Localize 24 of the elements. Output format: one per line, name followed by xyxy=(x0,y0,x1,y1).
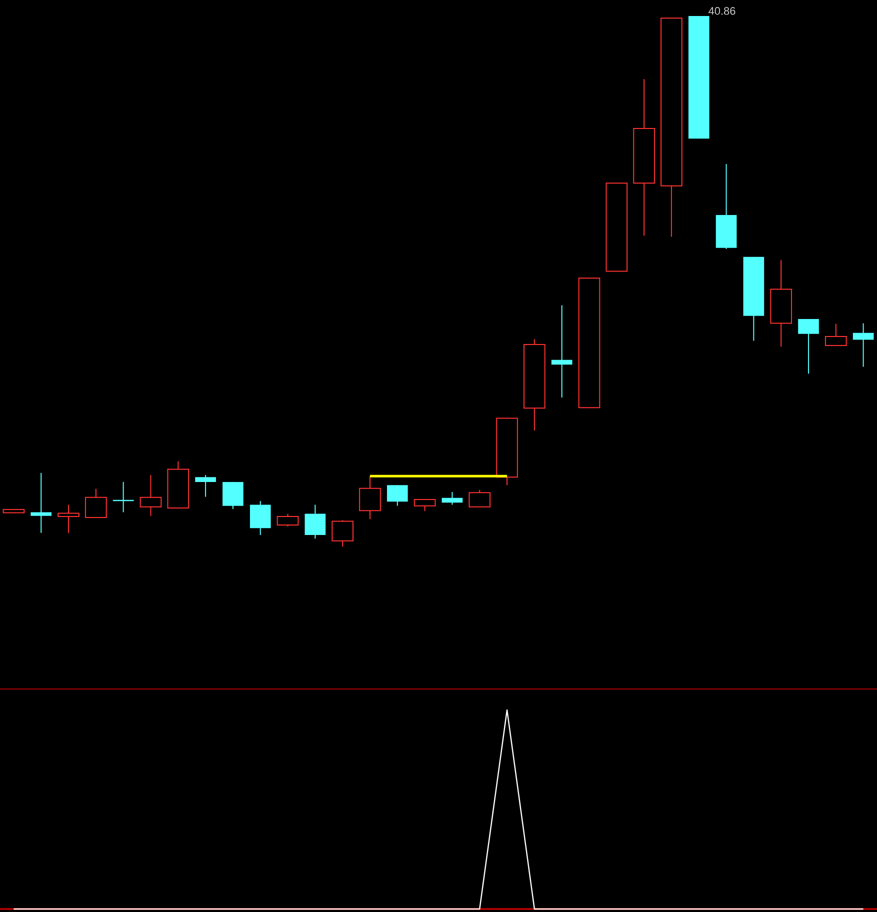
candlestick xyxy=(250,500,271,536)
candlestick xyxy=(222,481,244,510)
candlestick xyxy=(551,304,572,398)
candlestick xyxy=(633,78,655,236)
candlestick xyxy=(304,504,326,540)
candlestick xyxy=(195,474,216,498)
candlestick xyxy=(140,474,162,516)
candlestick xyxy=(58,504,80,534)
candlestick xyxy=(30,472,52,534)
candlestick xyxy=(85,488,107,518)
candlestick xyxy=(386,484,408,506)
candlestick xyxy=(524,338,546,431)
candlestick xyxy=(359,476,381,520)
candlestick xyxy=(824,323,847,346)
candlestick xyxy=(660,18,682,238)
text: 40.86 xyxy=(708,7,736,15)
candlestick xyxy=(606,182,628,272)
candlestick xyxy=(496,418,518,486)
candlestick xyxy=(798,318,819,374)
candlestick xyxy=(578,278,600,408)
candlestick xyxy=(112,481,134,513)
candlestick xyxy=(442,492,463,506)
candlestick xyxy=(852,322,874,368)
candlestick xyxy=(770,260,792,348)
